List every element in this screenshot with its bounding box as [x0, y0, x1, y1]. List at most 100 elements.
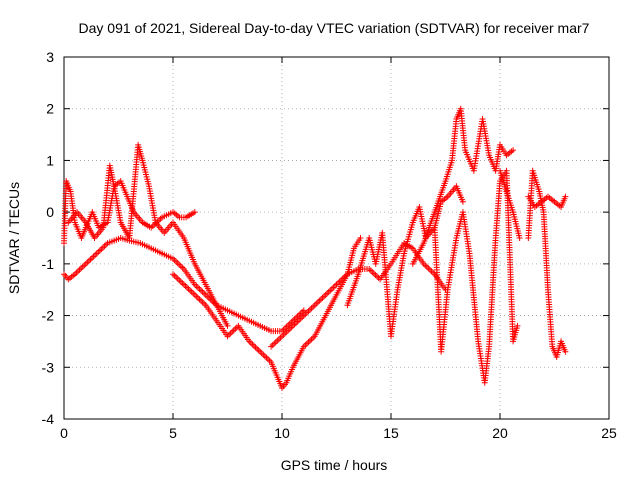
data-point-segment [311, 293, 328, 309]
data-point-segment [279, 381, 288, 391]
data-point-segment [492, 180, 503, 241]
x-tick-label: 0 [60, 425, 68, 441]
y-tick-label: -4 [42, 411, 55, 427]
data-point-segment [444, 237, 459, 293]
data-point-segment [235, 322, 251, 343]
data-point-segment [148, 245, 163, 256]
data-point-segment [279, 319, 295, 335]
data-point-segment [438, 194, 450, 205]
data-point-segment [322, 283, 338, 298]
y-tick-label: 0 [46, 204, 54, 220]
data-point [224, 322, 231, 329]
data-point-segment [300, 303, 317, 319]
data-point-segment [431, 271, 448, 291]
data-point-segment [401, 221, 416, 257]
data-point-segment [289, 308, 306, 324]
data-point-segment [558, 195, 568, 210]
data-point-segment [137, 240, 153, 251]
data-point-segment [213, 302, 230, 327]
x-axis: 0 5 10 15 20 25 [60, 57, 617, 441]
data-point-segment [191, 281, 208, 297]
data-point [459, 198, 466, 205]
data-point-segment [202, 302, 219, 322]
data-point-segment [268, 359, 285, 389]
data-point-segment [311, 314, 328, 340]
data-point-segment [159, 250, 174, 261]
data-point-segment [180, 266, 197, 286]
data-points [61, 105, 569, 391]
data-point-segment [322, 293, 339, 319]
data-point-segment [449, 118, 460, 164]
data-point-segment [191, 260, 208, 286]
data-point-segment [538, 194, 550, 205]
grid [64, 57, 609, 419]
data-point-segment [126, 144, 141, 241]
data-point-segment [492, 144, 503, 174]
data-point-segment [146, 183, 159, 224]
data-point-segment [61, 180, 70, 247]
data-point-segment [202, 281, 219, 307]
x-axis-label: GPS time / hours [281, 457, 388, 473]
data-point-segment [130, 209, 145, 224]
data-point-segment [268, 334, 284, 350]
y-tick-label: 2 [46, 101, 54, 117]
series-track [65, 141, 231, 329]
series-track [61, 178, 198, 247]
data-point-segment [100, 165, 113, 231]
data-point-segment [551, 198, 563, 209]
data-point-segment [394, 252, 407, 293]
data-point-segment [431, 180, 448, 216]
data-point-segment [224, 307, 240, 318]
data-point-segment [503, 148, 515, 159]
data-point-segment [257, 322, 272, 334]
data-point-segment [183, 210, 197, 221]
data-point-segment [466, 250, 481, 342]
data-point-segment [176, 214, 187, 221]
data-point-segment [170, 209, 181, 220]
data-point [191, 209, 198, 216]
data-point [514, 322, 521, 329]
data-point-segment [558, 338, 568, 353]
data-point-segment [180, 281, 197, 297]
data-point-segment [71, 262, 88, 278]
data-point-segment [344, 267, 360, 278]
data-point-segment [235, 312, 251, 323]
data-point-segment [510, 325, 520, 345]
data-point-segment [104, 238, 115, 247]
data-point-segment [503, 167, 516, 342]
data-point-segment [93, 241, 110, 257]
data-point-segment [65, 272, 77, 283]
data-point-segment [74, 209, 88, 224]
data-point-segment [529, 167, 542, 193]
data-point [562, 193, 569, 200]
x-tick-label: 25 [601, 425, 617, 441]
data-point-segment [497, 141, 509, 157]
data-point-segment [457, 105, 468, 151]
data-point-segment [420, 260, 437, 276]
data-point [357, 235, 364, 241]
data-point-segment [61, 271, 70, 281]
data-point-segment [510, 209, 523, 239]
data-point-segment [416, 203, 429, 239]
data-point-segment [170, 255, 186, 271]
data-point-segment [344, 273, 361, 309]
y-axis-label: SDTVAR / TECUs [6, 182, 22, 294]
data-point-segment [366, 266, 382, 281]
data-point-segment [431, 224, 445, 353]
chart-title: Day 091 of 2021, Sidereal Day-to-day VTE… [79, 20, 590, 36]
data-point-segment [350, 237, 363, 252]
data-point-segment [82, 251, 99, 267]
data-point-segment [117, 219, 132, 240]
series-track [497, 167, 523, 241]
data-point-segment [91, 226, 105, 241]
data-point-segment [300, 334, 317, 350]
data-point [516, 235, 523, 241]
series-track [431, 167, 521, 386]
y-tick-label: 1 [46, 152, 54, 168]
data-point-segment [503, 188, 516, 213]
data-point-segment [531, 200, 543, 210]
data-point-segment [191, 291, 208, 307]
data-point-segment [486, 237, 499, 350]
data-point-segment [289, 345, 306, 371]
